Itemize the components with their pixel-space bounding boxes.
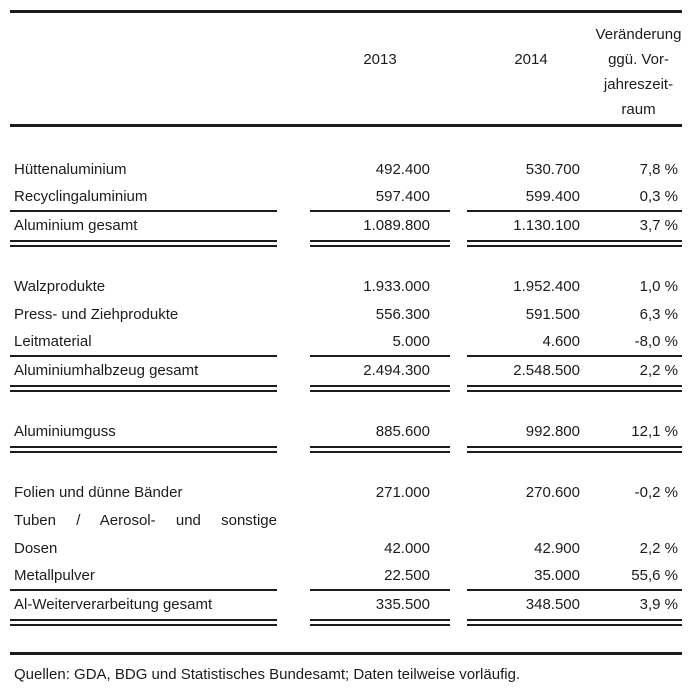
table-row: Hüttenaluminium 492.400 530.700 7,8 % [10, 156, 682, 184]
table-row: Tuben / Aerosol- und sonstige [10, 507, 682, 535]
document-page: 2013 2014 Veränderung ggü. Vor- jahresze… [0, 10, 690, 694]
statistics-table: 2013 2014 Veränderung ggü. Vor- jahresze… [10, 10, 682, 685]
table-row: Metallpulver 22.500 35.000 55,6 % [10, 563, 682, 591]
row-label: Aluminium gesamt [10, 212, 277, 247]
row-label: Press- und Ziehprodukte [14, 306, 179, 323]
table-total-row: Aluminium gesamt 1.089.800 1.130.100 3,7… [10, 212, 682, 247]
value-2013: 1.089.800 [310, 212, 450, 247]
section-spacer [10, 127, 682, 156]
change-value: 3,7 % [595, 212, 682, 247]
row-label: Dosen [14, 540, 58, 557]
value-2013 [310, 507, 450, 535]
table-header: 2013 2014 Veränderung ggü. Vor- jahresze… [10, 10, 682, 127]
value-2014: 530.700 [525, 161, 580, 178]
value-2013: 492.400 [375, 161, 430, 178]
change-value: 2,2 % [595, 357, 682, 392]
value-2013: 335.500 [310, 591, 450, 626]
column-header-change-line: jahreszeit- [603, 76, 674, 93]
value-2013: 42.000 [384, 540, 430, 557]
column-header-2013: 2013 [363, 51, 397, 68]
column-header-2014: 2014 [514, 51, 548, 68]
column-header-change-line: Veränderung [595, 26, 682, 43]
value-2013: 885.600 [310, 418, 450, 453]
change-value: -0,2 % [634, 484, 678, 501]
change-value: 3,9 % [595, 591, 682, 626]
section-spacer [10, 247, 682, 273]
value-2014 [467, 507, 595, 535]
change-value: -8,0 % [595, 329, 682, 357]
value-2013: 556.300 [375, 306, 430, 323]
row-label: Hüttenaluminium [14, 161, 127, 178]
change-value: 7,8 % [639, 161, 678, 178]
value-2014: 35.000 [467, 563, 595, 591]
change-value: 2,2 % [639, 540, 678, 557]
column-header-change-line: raum [621, 101, 656, 118]
table-bottom-rule [10, 652, 682, 655]
value-2014: 591.500 [525, 306, 580, 323]
table-row: Dosen 42.000 42.900 2,2 % [10, 535, 682, 563]
value-2014: 42.900 [534, 540, 580, 557]
value-2014: 992.800 [467, 418, 595, 453]
table-row: Walzprodukte 1.933.000 1.952.400 1,0 % [10, 273, 682, 301]
row-label: Tuben / Aerosol- und sonstige [14, 512, 277, 529]
row-label: Al-Weiterverarbeitung gesamt [10, 591, 277, 626]
value-2013: 597.400 [310, 184, 450, 212]
table-total-row: Aluminiumhalbzeug gesamt 2.494.300 2.548… [10, 357, 682, 392]
value-2014: 348.500 [467, 591, 595, 626]
change-value [595, 507, 682, 535]
row-label: Leitmaterial [10, 329, 277, 357]
change-value: 0,3 % [595, 184, 682, 212]
table-row: Leitmaterial 5.000 4.600 -8,0 % [10, 329, 682, 357]
row-label: Metallpulver [10, 563, 277, 591]
value-2013: 2.494.300 [310, 357, 450, 392]
table-row: Folien und dünne Bänder 271.000 270.600 … [10, 479, 682, 507]
value-2013: 1.933.000 [363, 278, 430, 295]
row-label: Folien und dünne Bänder [14, 484, 183, 501]
table-row: Recyclingaluminium 597.400 599.400 0,3 % [10, 184, 682, 212]
value-2013: 22.500 [310, 563, 450, 591]
column-header-change: Veränderung ggü. Vor- jahreszeit- raum [595, 13, 682, 124]
value-2014: 270.600 [525, 484, 580, 501]
row-label: Aluminiumhalbzeug gesamt [10, 357, 277, 392]
table-total-row: Aluminiumguss 885.600 992.800 12,1 % [10, 418, 682, 453]
table-row: Press- und Ziehprodukte 556.300 591.500 … [10, 301, 682, 329]
value-2014: 1.952.400 [513, 278, 580, 295]
section-spacer [10, 453, 682, 479]
change-value: 1,0 % [639, 278, 678, 295]
source-note: Quellen: GDA, BDG und Statistisches Bund… [14, 666, 521, 683]
value-2014: 1.130.100 [467, 212, 595, 247]
change-value: 12,1 % [595, 418, 682, 453]
value-2014: 599.400 [467, 184, 595, 212]
row-label: Aluminiumguss [10, 418, 277, 453]
change-value: 55,6 % [595, 563, 682, 591]
section-spacer [10, 392, 682, 418]
value-2014: 2.548.500 [467, 357, 595, 392]
table-total-row: Al-Weiterverarbeitung gesamt 335.500 348… [10, 591, 682, 626]
row-label: Recyclingaluminium [10, 184, 277, 212]
value-2013: 5.000 [310, 329, 450, 357]
change-value: 6,3 % [639, 306, 678, 323]
value-2013: 271.000 [375, 484, 430, 501]
row-label: Walzprodukte [14, 278, 106, 295]
value-2014: 4.600 [467, 329, 595, 357]
column-header-change-line: ggü. Vor- [608, 51, 669, 68]
